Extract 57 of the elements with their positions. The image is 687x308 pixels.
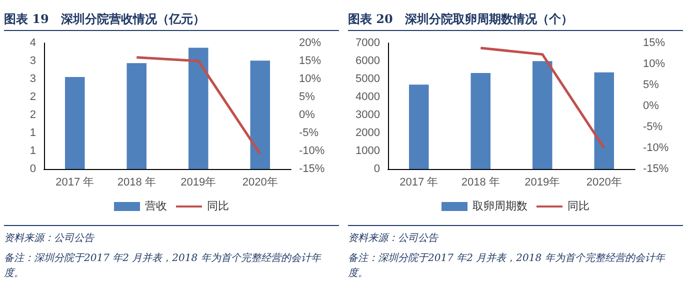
- bar: [408, 84, 429, 169]
- y-tick-label: 4: [30, 37, 36, 49]
- chart-title: 图表 19 深圳分院营收情况（亿元）: [4, 8, 339, 31]
- y2-tick-label: 15%: [643, 37, 666, 49]
- y-tick-label: 2000: [356, 127, 380, 139]
- text: 资料来源：公司公告: [4, 232, 96, 246]
- y2-tick-label: 20%: [299, 37, 322, 49]
- y-tick-label: 5000: [356, 73, 380, 85]
- x-tick-label: 2017 年: [400, 176, 438, 188]
- chart-title: 图表 20 深圳分院取卵周期数情况（个）: [348, 8, 683, 31]
- text: 备注：深圳分院于2017 年2 月并表，2018 年为首个完整经营的会计年度。: [4, 252, 322, 281]
- x-tick-label: 2019年: [180, 176, 216, 188]
- y-tick-label: 3: [30, 73, 36, 86]
- y2-tick-label: 15%: [299, 55, 322, 67]
- bar: [126, 63, 147, 169]
- x-tick-label: 2018 年: [117, 176, 156, 188]
- y2-tick-label: -5%: [643, 121, 663, 133]
- y-tick-label: 2: [30, 109, 36, 122]
- bar: [250, 60, 270, 169]
- y2-tick-label: 10%: [299, 73, 322, 85]
- y2-tick-label: -15%: [299, 163, 325, 175]
- y2-tick-label: 0%: [643, 100, 660, 112]
- y-tick-label: 6000: [356, 55, 380, 67]
- y2-tick-label: -5%: [299, 127, 319, 139]
- bar: [64, 77, 85, 169]
- y2-tick-label: 0%: [299, 109, 316, 121]
- y-tick-label: 3: [30, 54, 36, 67]
- y-tick-label: 1: [30, 145, 36, 158]
- y-tick-label: 4000: [356, 91, 380, 103]
- y2-tick-label: 10%: [643, 58, 666, 70]
- bar: [532, 61, 552, 169]
- y2-tick-label: 5%: [299, 91, 316, 103]
- y-tick-label: 1000: [356, 145, 380, 157]
- legend-label: 营收: [145, 200, 167, 212]
- bar: [470, 73, 491, 169]
- legend-label: 取卵周期数: [472, 200, 528, 212]
- y-tick-label: 2: [30, 90, 36, 103]
- legend-label: 同比: [568, 200, 590, 212]
- x-tick-label: 2020年: [586, 176, 622, 188]
- y-tick-label: 3000: [356, 109, 380, 121]
- y-tick-label: 0: [30, 163, 36, 175]
- x-tick-label: 2018 年: [461, 176, 500, 188]
- x-tick-label: 2017 年: [56, 176, 94, 188]
- text: 备注：深圳分院于2017 年2 月并表，2018 年为首个完整经营的会计年度。: [348, 252, 666, 281]
- text: 资料来源：公司公告: [348, 232, 440, 246]
- y2-tick-label: -10%: [643, 142, 669, 154]
- y-tick-label: 7000: [356, 37, 380, 49]
- x-tick-label: 2020年: [242, 176, 278, 188]
- y2-tick-label: -10%: [299, 145, 325, 157]
- bar: [188, 48, 208, 169]
- y-tick-label: 1: [30, 126, 36, 139]
- y-tick-label: 0: [374, 163, 380, 175]
- bar: [594, 72, 614, 169]
- y2-tick-label: -15%: [643, 163, 669, 175]
- legend-label: 同比: [207, 200, 229, 212]
- y2-tick-label: 5%: [643, 79, 660, 91]
- x-tick-label: 2019年: [524, 176, 560, 188]
